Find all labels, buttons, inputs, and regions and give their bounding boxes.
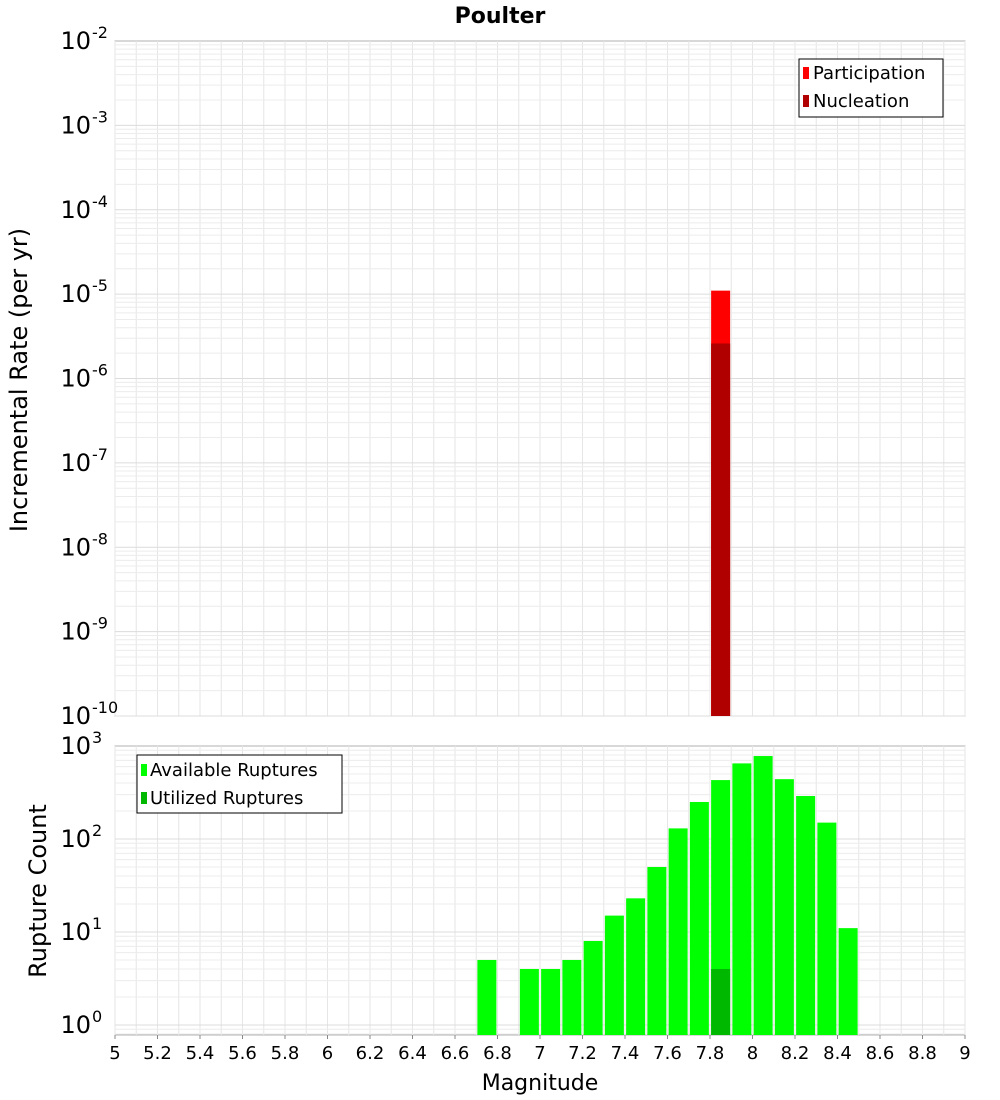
x-tick-label: 5.4 — [186, 1043, 215, 1064]
x-tick-label: 6.8 — [483, 1043, 512, 1064]
top-legend-box — [798, 58, 944, 118]
y-tick-exponent: -7 — [92, 445, 108, 464]
x-tick-label: 6.4 — [398, 1043, 427, 1064]
y-tick-exponent: -6 — [92, 361, 108, 380]
x-tick-label: 8.2 — [781, 1043, 810, 1064]
rupture-count-bar — [519, 968, 539, 1035]
rate-bar — [711, 343, 731, 716]
legend-swatch-available-ruptures — [141, 764, 147, 776]
y-tick-label: 10 — [60, 280, 91, 308]
y-tick-label: 10 — [60, 825, 91, 853]
chart-title: Poulter — [455, 4, 546, 29]
bottom-legend-box — [136, 754, 343, 814]
rupture-count-bar — [711, 968, 731, 1035]
x-axis-label: Magnitude — [482, 1071, 599, 1096]
x-tick-label: 8.8 — [908, 1043, 937, 1064]
bottom-legend: Available Ruptures Utilized Ruptures — [136, 754, 343, 814]
y-tick-exponent: 1 — [92, 914, 102, 933]
y-tick-exponent: -4 — [92, 192, 108, 211]
x-tick-label: 5.6 — [228, 1043, 257, 1064]
y-tick-label: 10 — [60, 27, 91, 55]
rupture-count-bar — [668, 828, 688, 1035]
y-tick-exponent: -5 — [92, 276, 108, 295]
x-tick-label: 6.6 — [441, 1043, 470, 1064]
y-tick-exponent: -10 — [92, 698, 118, 717]
rupture-count-bar — [604, 915, 624, 1035]
x-tick-label: 5.2 — [143, 1043, 172, 1064]
top-grid — [114, 41, 966, 717]
y-tick-label: 10 — [60, 1011, 91, 1039]
rupture-count-bar — [817, 822, 837, 1035]
y-tick-exponent: -2 — [92, 23, 108, 42]
y-tick-exponent: 3 — [92, 728, 102, 747]
x-tick-label: 5 — [109, 1043, 120, 1064]
rupture-count-bar — [689, 801, 709, 1035]
x-tick-label: 7.8 — [696, 1043, 725, 1064]
bottom-bars — [477, 756, 858, 1035]
top-legend: Participation Nucleation — [798, 58, 944, 118]
rupture-count-bar — [796, 795, 816, 1035]
x-tick-label: 7.2 — [568, 1043, 597, 1064]
top-y-axis-label: Incremental Rate (per yr) — [5, 228, 33, 532]
legend-label-participation: Participation — [813, 63, 925, 84]
x-tick-label: 8.6 — [866, 1043, 895, 1064]
y-tick-label: 10 — [60, 111, 91, 139]
x-tick-label: 6.2 — [356, 1043, 385, 1064]
y-tick-label: 10 — [60, 702, 91, 730]
y-tick-label: 10 — [60, 196, 91, 224]
legend-swatch-utilized-ruptures — [141, 792, 147, 804]
y-tick-label: 10 — [60, 449, 91, 477]
y-tick-label: 10 — [60, 618, 91, 646]
rupture-count-bar — [774, 779, 794, 1035]
legend-label-utilized-ruptures: Utilized Ruptures — [150, 788, 303, 809]
x-tick-label: 9 — [959, 1043, 970, 1064]
y-tick-label: 10 — [60, 533, 91, 561]
y-tick-exponent: 0 — [92, 1007, 102, 1026]
x-tick-label: 7.6 — [653, 1043, 682, 1064]
rupture-count-bar — [477, 959, 497, 1035]
legend-label-available-ruptures: Available Ruptures — [150, 760, 318, 781]
y-tick-label: 10 — [60, 732, 91, 760]
x-tick-label: 7.4 — [611, 1043, 640, 1064]
legend-swatch-nucleation — [803, 95, 809, 107]
x-tick-labels: 5 5.2 5.4 5.6 5.8 6 6.2 6.4 6.6 6.8 7 7.2 7.4 7.6 7.8 8… — [109, 1035, 971, 1064]
y-tick-exponent: -3 — [92, 107, 108, 126]
x-tick-label: 8 — [747, 1043, 758, 1064]
legend-label-nucleation: Nucleation — [813, 91, 909, 112]
x-tick-label: 8.4 — [823, 1043, 852, 1064]
rupture-count-bar — [541, 968, 561, 1035]
rupture-count-bar — [583, 940, 603, 1035]
y-tick-exponent: -9 — [92, 614, 108, 633]
rupture-count-bar — [838, 928, 858, 1035]
y-tick-label: 10 — [60, 918, 91, 946]
x-tick-label: 7 — [534, 1043, 545, 1064]
bottom-y-axis-label: Rupture Count — [24, 804, 52, 978]
rupture-count-bar — [753, 756, 773, 1035]
y-tick-exponent: -8 — [92, 529, 108, 548]
top-y-tick-labels: 10-210-310-410-510-610-710-810-910-10 — [60, 23, 118, 730]
rupture-count-bar — [647, 866, 667, 1035]
legend-swatch-participation — [803, 67, 809, 79]
y-tick-label: 10 — [60, 365, 91, 393]
rupture-count-bar — [732, 763, 752, 1035]
top-bars — [711, 290, 731, 716]
x-tick-label: 6 — [322, 1043, 333, 1064]
rupture-count-bar — [626, 898, 646, 1035]
y-tick-exponent: 2 — [92, 821, 102, 840]
x-tick-label: 5.8 — [271, 1043, 300, 1064]
rupture-count-bar — [562, 959, 582, 1035]
